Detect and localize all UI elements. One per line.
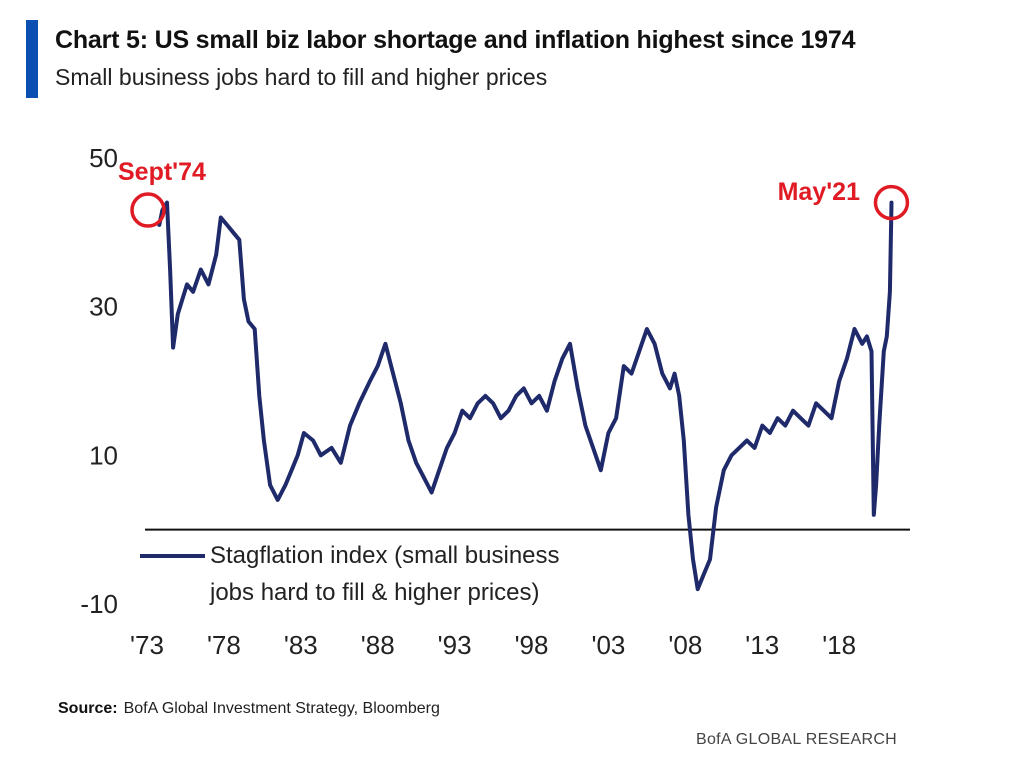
x-tick-label: '03	[591, 630, 625, 660]
x-tick-label: '88	[361, 630, 395, 660]
y-tick-label: -10	[80, 589, 118, 619]
chart-subtitle: Small business jobs hard to fill and hig…	[55, 64, 548, 90]
legend-label-line2: jobs hard to fill & higher prices)	[209, 579, 539, 606]
annotation-circle	[873, 184, 910, 221]
series-line	[157, 200, 894, 592]
x-tick-label: '78	[207, 630, 241, 660]
y-tick-label: 50	[89, 143, 118, 173]
source-note: Source: BofA Global Investment Strategy, …	[58, 700, 440, 718]
stagflation-chart: 50 30 10 -10 '73 '78 '83 '88 '93 '98 '03 '08 '13 '18…	[80, 143, 910, 660]
x-axis-tick-labels: '73 '78 '83 '88 '93 '98 '03 '08 '13 '18	[130, 630, 856, 660]
x-tick-label: '83	[284, 630, 318, 660]
x-tick-label: '98	[515, 630, 549, 660]
x-tick-label: '73	[130, 630, 164, 660]
legend: Stagflation index (small business jobs h…	[140, 542, 560, 606]
title-accent-bar	[26, 20, 38, 98]
x-tick-label: '93	[438, 630, 472, 660]
y-axis-tick-labels: 50 30 10 -10	[80, 143, 118, 619]
source-text: BofA Global Investment Strategy, Bloombe…	[123, 700, 440, 717]
source-label: Source:	[58, 700, 118, 717]
y-tick-label: 10	[89, 440, 118, 470]
x-tick-label: '08	[668, 630, 702, 660]
y-tick-label: 30	[89, 292, 118, 322]
x-tick-label: '13	[745, 630, 779, 660]
x-tick-label: '18	[822, 630, 856, 660]
annotation-label: Sept'74	[118, 158, 206, 186]
annotations: Sept'74 May'21	[118, 158, 910, 228]
chart-title: Chart 5: US small biz labor shortage and…	[55, 26, 856, 54]
annotation-circle	[130, 192, 166, 228]
brand-label: BofA GLOBAL RESEARCH	[696, 731, 898, 748]
annotation-label: May'21	[778, 178, 860, 206]
legend-label-line1: Stagflation index (small business	[210, 542, 560, 569]
